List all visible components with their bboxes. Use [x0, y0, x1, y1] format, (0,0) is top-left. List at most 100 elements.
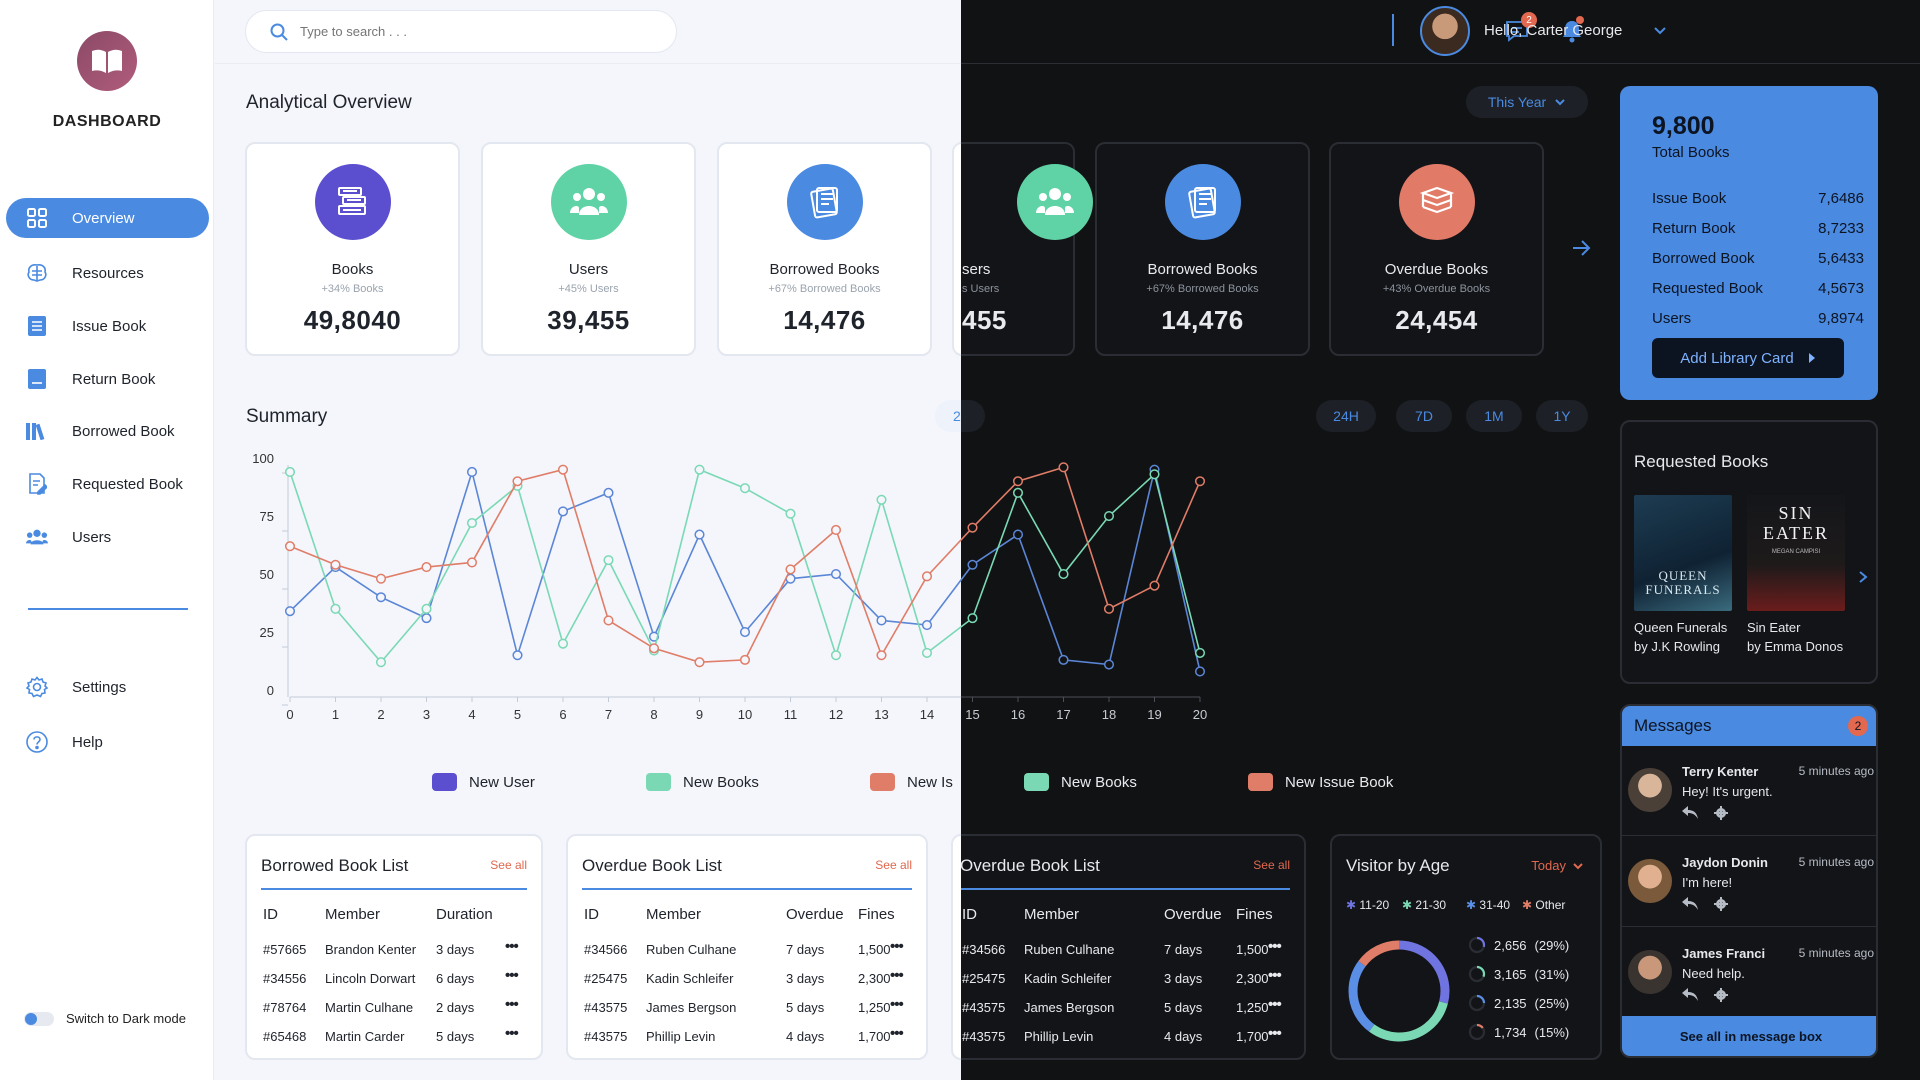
- more-options-icon[interactable]: •••: [1268, 967, 1282, 984]
- gear-icon[interactable]: [1714, 988, 1728, 1002]
- period-dropdown[interactable]: This Year: [1466, 86, 1588, 118]
- table-cell: 2 days: [436, 1000, 475, 1015]
- sidebar-item-resources[interactable]: Resources: [6, 253, 209, 293]
- sidebar-item-help[interactable]: Help: [6, 722, 209, 762]
- legend-item[interactable]: New User: [432, 773, 535, 791]
- total-row-label: Borrowed Book: [1652, 250, 1755, 267]
- legend-item[interactable]: New Is: [870, 773, 953, 791]
- more-options-icon[interactable]: •••: [1268, 996, 1282, 1013]
- table-cell: Kadin Schleifer: [1024, 971, 1112, 986]
- reply-icon[interactable]: [1682, 806, 1698, 820]
- user-avatar[interactable]: [1420, 6, 1470, 56]
- more-options-icon[interactable]: •••: [890, 996, 904, 1013]
- sidebar-item-borrowed-book[interactable]: Borrowed Book: [6, 411, 209, 451]
- legend-item[interactable]: New Issue Book: [1248, 773, 1393, 791]
- sidebar-item-requested-book[interactable]: Requested Book: [6, 464, 209, 504]
- chevron-down-icon[interactable]: [1652, 22, 1668, 38]
- stat-card-users-partial[interactable]: sers s Users 455: [961, 142, 1093, 356]
- column-header: ID: [263, 906, 278, 923]
- age-percent: (29%): [1534, 937, 1570, 953]
- range-button-1y[interactable]: 1Y: [1536, 400, 1588, 432]
- age-legend-item[interactable]: ✱ Other: [1522, 898, 1565, 912]
- search-input[interactable]: [300, 24, 600, 39]
- legend-swatch: [1248, 773, 1273, 791]
- table-cell: 5 days: [1164, 1000, 1203, 1015]
- reply-icon[interactable]: [1682, 897, 1698, 911]
- stat-card-borrowed-books[interactable]: Borrowed Books +67% Borrowed Books 14,476: [1095, 142, 1310, 356]
- see-all-link[interactable]: See all: [875, 858, 912, 872]
- message-item[interactable]: Jaydon Donin 5 minutes ago I'm here!: [1622, 837, 1876, 927]
- messages-button[interactable]: 2: [1503, 12, 1537, 46]
- sidebar-item-users[interactable]: Users: [6, 517, 209, 557]
- more-options-icon[interactable]: •••: [890, 938, 904, 955]
- reply-icon[interactable]: [1682, 988, 1698, 1002]
- range-label: 24H: [1333, 408, 1359, 424]
- book-cover-sin-eater[interactable]: SIN EATER MEGAN CAMPISI: [1747, 495, 1845, 611]
- table-cell: 3 days: [786, 971, 825, 986]
- sidebar-item-label: Borrowed Book: [72, 422, 175, 440]
- sidebar-item-return-book[interactable]: Return Book: [6, 359, 209, 399]
- stat-card-overdue-books[interactable]: Overdue Books +43% Overdue Books 24,454: [1329, 142, 1544, 356]
- stat-card-users[interactable]: Users +45% Users 39,455: [481, 142, 696, 356]
- sidebar-item-issue-book[interactable]: Issue Book: [6, 306, 209, 346]
- book-cover-queen-funerals[interactable]: QUEEN FUNERALS: [1634, 495, 1732, 611]
- legend-label: New Books: [683, 773, 759, 791]
- data-point: [603, 555, 614, 566]
- more-options-icon[interactable]: •••: [505, 996, 519, 1013]
- add-library-card-button[interactable]: Add Library Card: [1652, 338, 1844, 378]
- see-all-link[interactable]: See all: [490, 858, 527, 872]
- legend-label: New Books: [1061, 773, 1137, 791]
- range-button-1m[interactable]: 1M: [1466, 400, 1522, 432]
- see-all-link[interactable]: See all: [1253, 858, 1290, 872]
- stat-card-borrowed-books[interactable]: Borrowed Books +67% Borrowed Books 14,476: [717, 142, 932, 356]
- more-options-icon[interactable]: •••: [890, 1025, 904, 1042]
- age-legend-item[interactable]: ✱ 11-20: [1346, 898, 1389, 912]
- table-cell: 1,700: [1236, 1029, 1269, 1044]
- message-item[interactable]: Terry Kenter 5 minutes ago Hey! It's urgen…: [1622, 746, 1876, 836]
- legend-item[interactable]: New Books: [1024, 773, 1137, 791]
- legend-item[interactable]: New Books: [646, 773, 759, 791]
- see-all-messages-button[interactable]: See all in message box: [1622, 1016, 1876, 1056]
- chevron-right-icon[interactable]: [1858, 570, 1868, 584]
- more-options-icon[interactable]: •••: [1268, 1025, 1282, 1042]
- sidebar-item-settings[interactable]: Settings: [6, 667, 209, 707]
- range-button-partial[interactable]: 2: [935, 400, 961, 432]
- search-box[interactable]: [245, 10, 677, 53]
- stat-value: 24,454: [1395, 305, 1478, 335]
- range-button-7d[interactable]: 7D: [1396, 400, 1452, 432]
- more-options-icon[interactable]: •••: [505, 1025, 519, 1042]
- stat-label: Borrowed Books: [1147, 261, 1258, 278]
- more-options-icon[interactable]: •••: [505, 938, 519, 955]
- visitor-period-dropdown[interactable]: Today: [1531, 858, 1584, 873]
- notifications-button[interactable]: [1557, 16, 1587, 46]
- table-title: Overdue Book List: [582, 856, 722, 875]
- sidebar: DASHBOARD Overview Resources Issue Book …: [0, 0, 214, 1080]
- range-button-partial[interactable]: 2: [961, 400, 985, 432]
- avatar: [1628, 859, 1672, 903]
- legend-swatch: [646, 773, 671, 791]
- message-time: 5 minutes ago: [1798, 946, 1874, 960]
- stat-card-books[interactable]: Books +34% Books 49,8040: [245, 142, 460, 356]
- range-label: 1Y: [1553, 408, 1571, 424]
- range-button-24h[interactable]: 24H: [1316, 400, 1376, 432]
- more-options-icon[interactable]: •••: [505, 967, 519, 984]
- gear-icon[interactable]: [1714, 897, 1728, 911]
- more-options-icon[interactable]: •••: [890, 967, 904, 984]
- message-time: 5 minutes ago: [1798, 764, 1874, 778]
- data-point: [1058, 568, 1069, 580]
- message-time: 5 minutes ago: [1798, 855, 1874, 869]
- legend-label: New User: [469, 773, 535, 791]
- total-row-value: 9,8974: [1818, 310, 1864, 327]
- message-item[interactable]: James Franci 5 minutes ago Need help.: [1622, 928, 1876, 1018]
- stat-card-users-partial[interactable]: [952, 142, 961, 356]
- avatar: [1628, 950, 1672, 994]
- arrow-right-icon[interactable]: [1570, 237, 1592, 259]
- gear-icon[interactable]: [1714, 806, 1728, 820]
- age-legend-item[interactable]: ✱ 21-30: [1402, 898, 1446, 912]
- age-legend-item[interactable]: ✱ 31-40: [1466, 898, 1510, 912]
- book-title: Queen Funerals: [1634, 620, 1728, 635]
- more-options-icon[interactable]: •••: [1268, 938, 1282, 955]
- range-label: 2: [953, 408, 961, 424]
- dark-mode-toggle[interactable]: [24, 1012, 54, 1026]
- sidebar-item-overview[interactable]: Overview: [6, 198, 209, 238]
